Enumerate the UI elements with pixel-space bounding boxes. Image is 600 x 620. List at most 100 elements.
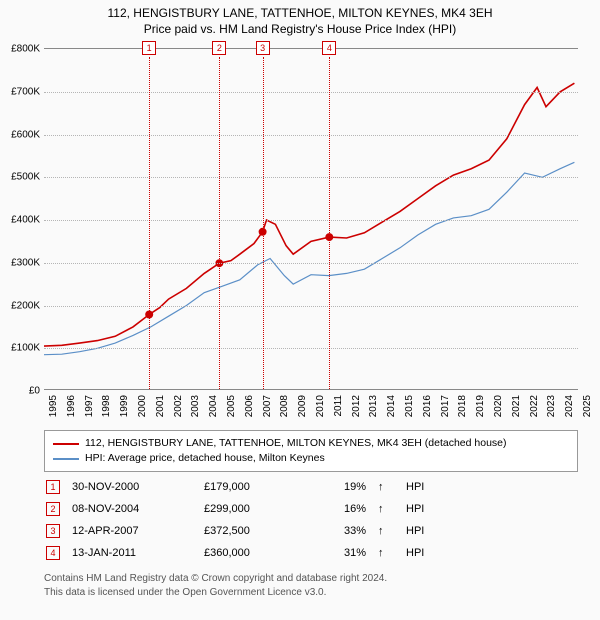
x-axis-label: 2011 — [333, 395, 344, 417]
chart-container: 112, HENGISTBURY LANE, TATTENHOE, MILTON… — [0, 0, 600, 620]
x-axis-label: 2015 — [404, 395, 415, 417]
y-axis-label: £600K — [2, 129, 40, 140]
y-gridline — [44, 348, 578, 349]
sale-price: £299,000 — [204, 503, 294, 515]
legend-swatch — [53, 458, 79, 460]
x-axis-label: 1997 — [84, 395, 95, 417]
marker-line — [263, 57, 264, 389]
footer-line2: This data is licensed under the Open Gov… — [44, 586, 578, 600]
x-axis-label: 2003 — [190, 395, 201, 417]
x-axis-label: 2001 — [155, 395, 166, 417]
marker-line — [329, 57, 330, 389]
x-axis-label: 2020 — [493, 395, 504, 417]
x-axis-label: 2016 — [422, 395, 433, 417]
x-axis-label: 2019 — [475, 395, 486, 417]
x-axis-label: 2017 — [440, 395, 451, 417]
footer-line1: Contains HM Land Registry data © Crown c… — [44, 572, 578, 586]
sale-price: £372,500 — [204, 525, 294, 537]
y-gridline — [44, 263, 578, 264]
y-axis-label: £0 — [2, 386, 40, 397]
x-axis-label: 2013 — [368, 395, 379, 417]
x-axis-label: 2004 — [208, 395, 219, 417]
sale-pct: 31% — [306, 547, 366, 559]
y-axis-label: £300K — [2, 257, 40, 268]
x-axis-label: 2005 — [226, 395, 237, 417]
x-axis-label: 2007 — [262, 395, 273, 417]
x-axis-label: 2023 — [546, 395, 557, 417]
sale-suffix: HPI — [406, 525, 446, 537]
x-axis-label: 1999 — [119, 395, 130, 417]
sale-date: 12-APR-2007 — [72, 525, 192, 537]
chart-area: £0£100K£200K£300K£400K£500K£600K£700K£80… — [44, 48, 578, 390]
y-axis-label: £800K — [2, 44, 40, 55]
x-axis-label: 2006 — [244, 395, 255, 417]
marker-box: 3 — [256, 41, 270, 55]
legend-label: HPI: Average price, detached house, Milt… — [85, 451, 325, 466]
sales-marker: 2 — [46, 502, 60, 516]
y-gridline — [44, 306, 578, 307]
arrow-up-icon: ↑ — [378, 503, 394, 515]
y-gridline — [44, 177, 578, 178]
x-axis-label: 2012 — [351, 395, 362, 417]
marker-line — [149, 57, 150, 389]
arrow-up-icon: ↑ — [378, 547, 394, 559]
y-axis-label: £200K — [2, 300, 40, 311]
y-gridline — [44, 135, 578, 136]
legend-box: 112, HENGISTBURY LANE, TATTENHOE, MILTON… — [44, 430, 578, 472]
legend-swatch — [53, 443, 79, 445]
arrow-up-icon: ↑ — [378, 481, 394, 493]
title-subtitle: Price paid vs. HM Land Registry's House … — [10, 22, 590, 38]
legend-row: HPI: Average price, detached house, Milt… — [53, 451, 569, 466]
legend-label: 112, HENGISTBURY LANE, TATTENHOE, MILTON… — [85, 436, 507, 451]
y-axis-label: £500K — [2, 172, 40, 183]
x-axis-label: 2025 — [582, 395, 593, 417]
sale-pct: 33% — [306, 525, 366, 537]
sale-suffix: HPI — [406, 547, 446, 559]
y-axis-label: £700K — [2, 86, 40, 97]
y-gridline — [44, 92, 578, 93]
x-axis-label: 2022 — [529, 395, 540, 417]
marker-box: 1 — [142, 41, 156, 55]
legend-row: 112, HENGISTBURY LANE, TATTENHOE, MILTON… — [53, 436, 569, 451]
sales-table: 1 30-NOV-2000 £179,000 19% ↑ HPI 2 08-NOV-2004 £… — [44, 476, 578, 564]
footer-text: Contains HM Land Registry data © Crown c… — [44, 572, 578, 599]
plot-region: £0£100K£200K£300K£400K£500K£600K£700K£80… — [44, 48, 578, 390]
sale-pct: 16% — [306, 503, 366, 515]
sales-marker: 4 — [46, 546, 60, 560]
sales-row: 4 13-JAN-2011 £360,000 31% ↑ HPI — [44, 542, 578, 564]
x-axis-label: 2008 — [279, 395, 290, 417]
y-axis-label: £400K — [2, 215, 40, 226]
x-axis-label: 2010 — [315, 395, 326, 417]
sale-suffix: HPI — [406, 503, 446, 515]
x-axis-label: 1998 — [101, 395, 112, 417]
sales-row: 2 08-NOV-2004 £299,000 16% ↑ HPI — [44, 498, 578, 520]
x-axis-label: 2014 — [386, 395, 397, 417]
marker-box: 2 — [212, 41, 226, 55]
x-axis-label: 2018 — [457, 395, 468, 417]
sale-date: 08-NOV-2004 — [72, 503, 192, 515]
sales-row: 3 12-APR-2007 £372,500 33% ↑ HPI — [44, 520, 578, 542]
sale-pct: 19% — [306, 481, 366, 493]
arrow-up-icon: ↑ — [378, 525, 394, 537]
sales-marker: 3 — [46, 524, 60, 538]
y-gridline — [44, 220, 578, 221]
y-axis-label: £100K — [2, 343, 40, 354]
x-axis-label: 1996 — [66, 395, 77, 417]
title-block: 112, HENGISTBURY LANE, TATTENHOE, MILTON… — [0, 0, 600, 39]
x-axis-label: 2002 — [173, 395, 184, 417]
title-address: 112, HENGISTBURY LANE, TATTENHOE, MILTON… — [10, 6, 590, 22]
sale-price: £360,000 — [204, 547, 294, 559]
marker-line — [219, 57, 220, 389]
sales-marker: 1 — [46, 480, 60, 494]
sale-price: £179,000 — [204, 481, 294, 493]
x-axis-label: 2009 — [297, 395, 308, 417]
marker-box: 4 — [322, 41, 336, 55]
sale-date: 13-JAN-2011 — [72, 547, 192, 559]
series-line-hpi — [44, 162, 574, 354]
sale-suffix: HPI — [406, 481, 446, 493]
x-axis-label: 2021 — [511, 395, 522, 417]
x-axis-label: 1995 — [48, 395, 59, 417]
series-line-price_paid — [44, 83, 574, 346]
x-axis-label: 2000 — [137, 395, 148, 417]
sale-date: 30-NOV-2000 — [72, 481, 192, 493]
